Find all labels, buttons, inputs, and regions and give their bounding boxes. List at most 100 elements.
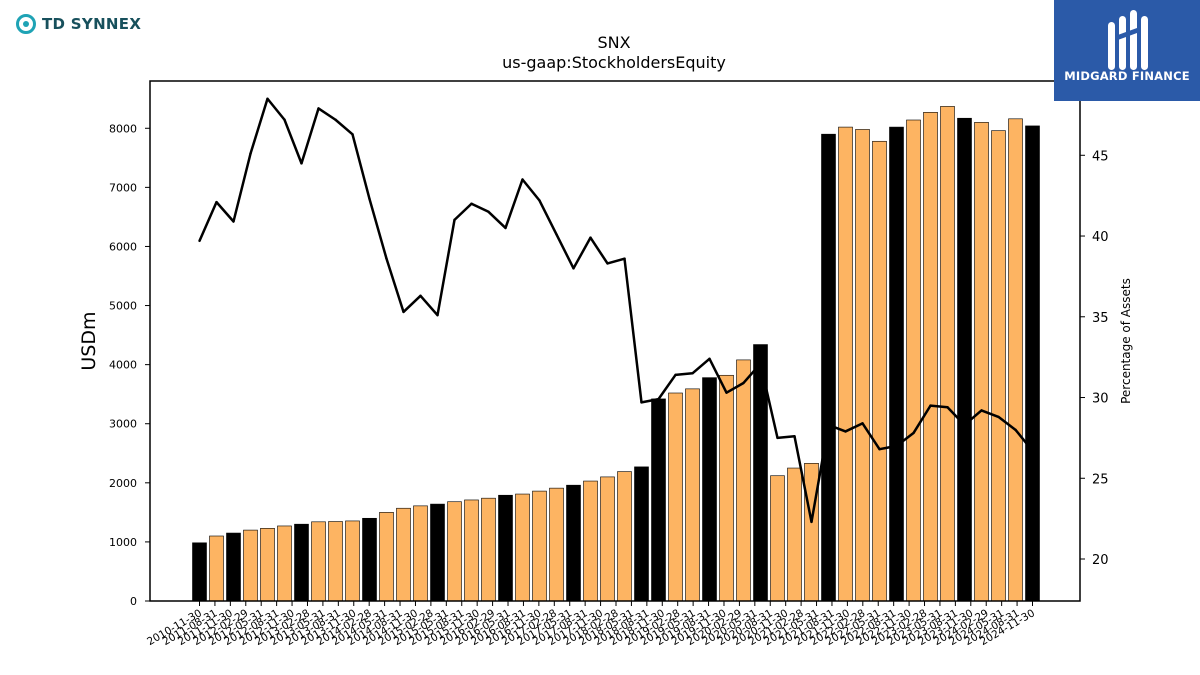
bar xyxy=(532,490,547,602)
bar xyxy=(1008,118,1023,602)
line-point xyxy=(691,372,694,375)
line-point xyxy=(657,397,660,401)
line-point xyxy=(198,239,201,243)
bar xyxy=(515,493,530,602)
line-point xyxy=(878,447,881,451)
midgard-finance-logo-text: MIDGARD FINANCE xyxy=(1064,69,1190,83)
bar xyxy=(1025,125,1040,602)
bar xyxy=(651,398,666,602)
y-axis-label: USDm xyxy=(78,311,100,370)
line-point xyxy=(453,218,456,222)
line-point xyxy=(742,381,745,385)
bar xyxy=(209,535,224,602)
chart-title: SNX xyxy=(597,33,630,52)
y2-tick-label: 35 xyxy=(1092,311,1109,326)
bar xyxy=(617,471,632,602)
line-path xyxy=(198,97,1034,524)
line-point xyxy=(912,431,915,435)
line-point xyxy=(623,257,626,260)
line-point xyxy=(793,435,796,438)
line-point xyxy=(266,97,269,100)
line-point xyxy=(861,422,864,425)
bar xyxy=(804,463,819,602)
x-tick-labels: 2010-11-302011-08-312011-11-302012-02-29… xyxy=(145,601,1037,648)
line-point xyxy=(844,430,847,433)
y-tick-labels: 0 1000 2000 3000 4000 5000 6000 7000 8000 xyxy=(109,122,150,608)
bar xyxy=(379,512,394,602)
bar xyxy=(243,529,258,602)
y-tick-label: 0 xyxy=(130,595,137,608)
bar xyxy=(260,528,275,602)
y2-tick-label: 25 xyxy=(1092,472,1109,487)
line-point xyxy=(589,236,592,239)
bar xyxy=(787,467,802,602)
bar xyxy=(923,112,938,602)
bar xyxy=(583,480,598,602)
bar xyxy=(770,475,785,602)
td-synnex-logo-icon xyxy=(16,14,36,34)
bar xyxy=(192,542,207,602)
bar xyxy=(498,494,513,602)
line-point xyxy=(419,294,422,297)
line-series xyxy=(198,97,1034,524)
y2-tick-label: 45 xyxy=(1092,149,1109,164)
chart-subtitle: us-gaap:StockholdersEquity xyxy=(502,53,726,72)
bar xyxy=(277,525,292,602)
line-point xyxy=(810,520,813,524)
line-point xyxy=(385,257,388,260)
bar xyxy=(906,119,921,602)
bar xyxy=(838,126,853,602)
y-tick-label: 5000 xyxy=(109,300,137,313)
bar xyxy=(430,503,445,602)
line-point xyxy=(640,401,643,404)
y-tick-label: 7000 xyxy=(109,181,137,194)
bar xyxy=(736,359,751,602)
bar xyxy=(685,388,700,602)
line-point xyxy=(827,423,830,427)
bar xyxy=(345,520,360,602)
bar xyxy=(566,484,581,602)
line-point xyxy=(487,210,490,214)
y-tick-label: 2000 xyxy=(109,477,137,490)
line-point xyxy=(368,197,371,201)
line-point xyxy=(708,357,711,360)
y2-axis-label: Percentage of Assets xyxy=(1119,278,1133,404)
bar xyxy=(702,377,717,602)
bar xyxy=(940,106,955,602)
bar xyxy=(889,126,904,602)
line-point xyxy=(946,406,949,409)
midgard-finance-logo: MIDGARD FINANCE xyxy=(1054,0,1200,101)
line-point xyxy=(402,310,405,314)
bar xyxy=(957,117,972,602)
line-point xyxy=(1031,449,1034,453)
midgard-finance-logo-icon xyxy=(1108,10,1148,70)
line-point xyxy=(895,444,898,448)
line-point xyxy=(283,118,286,121)
bar xyxy=(600,476,615,602)
line-point xyxy=(521,178,524,181)
bar xyxy=(328,521,343,602)
bar xyxy=(991,130,1006,602)
line-point xyxy=(504,226,507,230)
line-point xyxy=(980,409,983,412)
line-point xyxy=(759,362,762,365)
y2-tick-label: 40 xyxy=(1092,230,1109,245)
plot-frame xyxy=(149,80,1081,602)
bar xyxy=(447,501,462,602)
y-tick-label: 3000 xyxy=(109,418,137,431)
line-point xyxy=(929,404,932,407)
bar xyxy=(872,140,887,602)
bar xyxy=(481,497,496,602)
td-synnex-logo-text: TD SYNNEX xyxy=(42,15,142,33)
line-point xyxy=(997,415,1000,419)
y-tick-label: 8000 xyxy=(109,122,137,135)
line-point xyxy=(538,199,541,202)
bar xyxy=(294,523,309,602)
line-point xyxy=(334,118,337,121)
line-point xyxy=(1014,428,1017,432)
line-point xyxy=(317,107,320,110)
bar xyxy=(855,129,870,602)
bar xyxy=(311,521,326,602)
line-point xyxy=(674,373,677,377)
